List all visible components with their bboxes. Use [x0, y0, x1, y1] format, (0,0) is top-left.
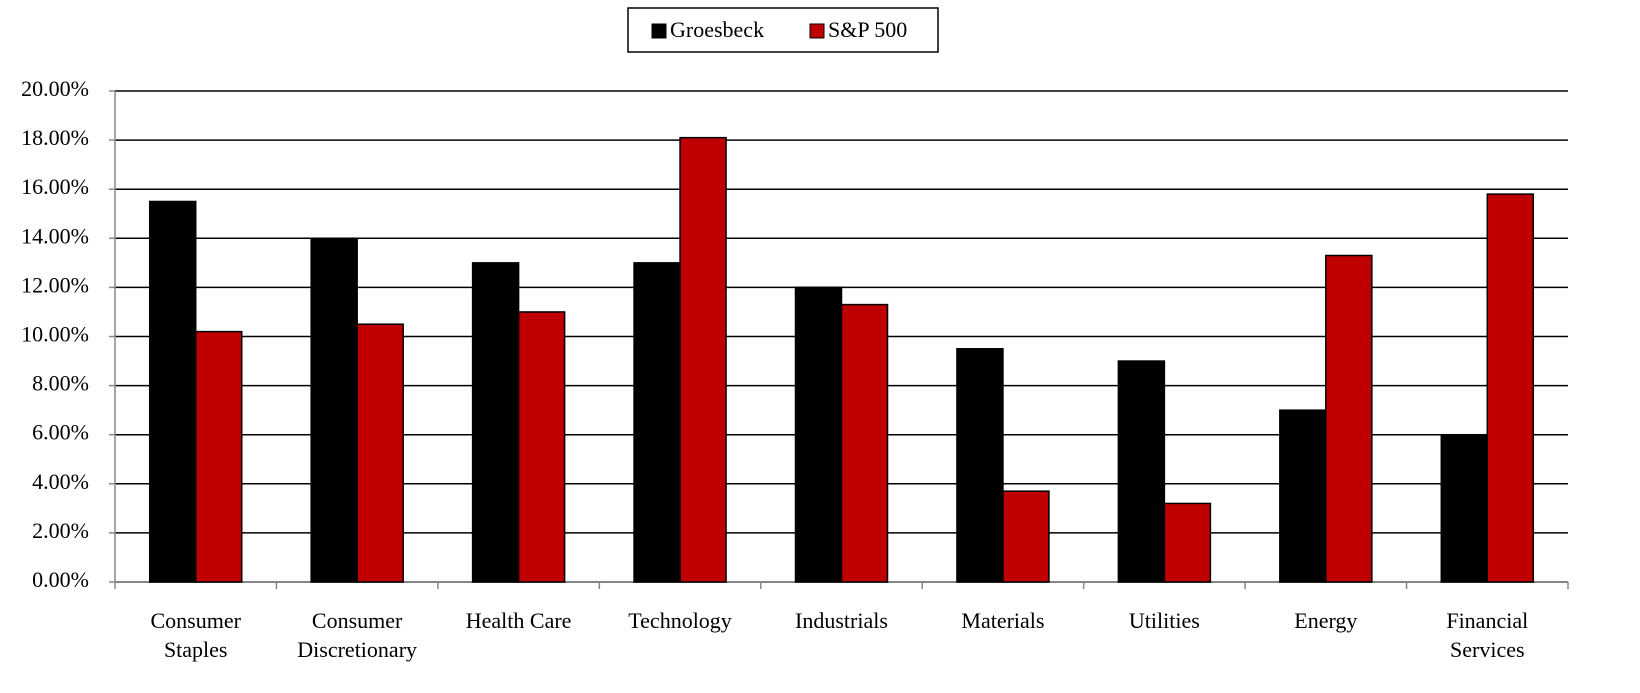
bar [956, 348, 1004, 583]
bar [1440, 433, 1489, 583]
y-tick-label: 2.00% [32, 518, 89, 543]
y-tick-label: 4.00% [32, 469, 89, 494]
bar [310, 237, 358, 583]
bar [679, 136, 727, 583]
bar [633, 262, 681, 583]
legend-swatch [651, 23, 667, 39]
x-tick-label: Consumer Discretionary [297, 608, 418, 662]
x-tick-label: Financial Services [1446, 608, 1529, 662]
bar [840, 303, 889, 583]
y-tick-label: 0.00% [32, 567, 89, 592]
x-tick-label: Health Care [465, 608, 572, 633]
x-tick-label: Utilities [1128, 608, 1200, 633]
bar [1117, 360, 1166, 583]
x-tick-label: Energy [1294, 608, 1358, 633]
x-tick-label: Consumer Staples [150, 608, 241, 662]
x-tick-label: Materials [961, 608, 1045, 633]
bar [1279, 409, 1327, 583]
legend-label: Groesbeck [670, 17, 764, 42]
bar [1002, 490, 1050, 583]
y-tick-label: 10.00% [21, 322, 89, 347]
bar [471, 262, 520, 583]
y-tick-label: 16.00% [21, 174, 89, 199]
bar [517, 311, 566, 583]
x-tick-label: Technology [628, 608, 732, 633]
bar [1163, 502, 1212, 583]
bar [148, 200, 197, 583]
bar [356, 323, 404, 583]
bar [794, 286, 843, 583]
legend-swatch [809, 23, 825, 39]
y-tick-label: 12.00% [21, 272, 89, 297]
x-tick-label: Industrials [795, 608, 888, 633]
legend-label: S&P 500 [828, 17, 907, 42]
legend-box [627, 7, 939, 53]
bar [194, 330, 243, 583]
bar [1486, 193, 1535, 583]
y-tick-label: 6.00% [32, 420, 89, 445]
y-tick-label: 20.00% [21, 76, 89, 101]
y-tick-label: 14.00% [21, 223, 89, 248]
y-tick-label: 18.00% [21, 125, 89, 150]
y-tick-label: 8.00% [32, 371, 89, 396]
bar [1325, 254, 1373, 583]
